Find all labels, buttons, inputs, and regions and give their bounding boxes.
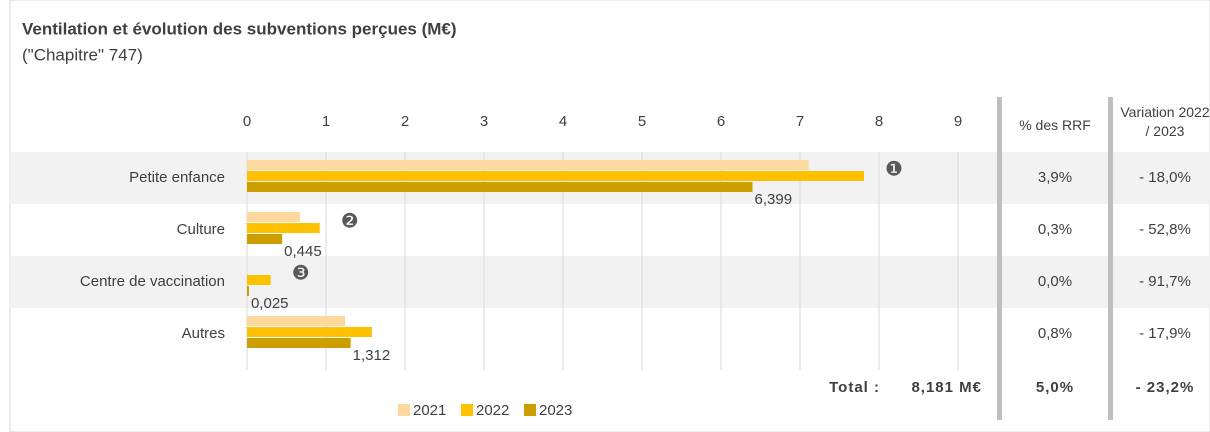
chart-title: Ventilation et évolution des subventions… bbox=[22, 19, 457, 38]
total-cell: - 23,2% bbox=[1136, 379, 1195, 396]
table-cell: 0,3% bbox=[1038, 221, 1072, 238]
legend-swatch bbox=[398, 404, 410, 416]
legend-label: 2021 bbox=[413, 402, 446, 419]
bar bbox=[247, 316, 345, 326]
x-tick-label: 8 bbox=[875, 113, 883, 130]
value-label: 0,445 bbox=[284, 243, 322, 260]
legend-swatch bbox=[461, 404, 473, 416]
x-tick-label: 5 bbox=[638, 113, 646, 130]
bar bbox=[247, 327, 372, 337]
annotation: ❸ bbox=[292, 262, 310, 284]
bar bbox=[247, 275, 271, 285]
column-header: Variation 2022 / 2023 bbox=[1120, 104, 1210, 139]
table-cell: - 52,8% bbox=[1139, 221, 1191, 238]
row-band bbox=[10, 256, 1210, 308]
legend-label: 2023 bbox=[539, 402, 572, 419]
bar bbox=[247, 212, 300, 222]
x-tick-label: 0 bbox=[243, 113, 251, 130]
category-label: Petite enfance bbox=[129, 169, 225, 186]
legend-label: 2022 bbox=[476, 402, 509, 419]
bar bbox=[247, 338, 351, 348]
total-value: 8,181 M€ bbox=[911, 379, 982, 396]
bar bbox=[247, 182, 753, 192]
annotation: ❷ bbox=[341, 210, 359, 232]
bar bbox=[247, 234, 283, 244]
x-tick-label: 3 bbox=[480, 113, 488, 130]
total-cell: 5,0% bbox=[1036, 379, 1074, 396]
legend-swatch bbox=[524, 404, 536, 416]
annotation: ❶ bbox=[885, 158, 903, 180]
chart-subtitle: ("Chapitre" 747) bbox=[22, 45, 143, 64]
category-label: Autres bbox=[182, 325, 225, 342]
total-label: Total : bbox=[829, 379, 880, 396]
x-tick-label: 1 bbox=[322, 113, 330, 130]
table-cell: 0,8% bbox=[1038, 325, 1072, 342]
category-label: Centre de vaccination bbox=[80, 273, 225, 290]
x-tick-label: 6 bbox=[717, 113, 725, 130]
x-tick-label: 4 bbox=[559, 113, 567, 130]
table-cell: - 91,7% bbox=[1139, 273, 1191, 290]
value-label: 1,312 bbox=[353, 347, 391, 364]
frame bbox=[9, 0, 1210, 432]
table-cell: - 17,9% bbox=[1139, 325, 1191, 342]
column-header: % des RRF bbox=[1019, 117, 1091, 133]
x-tick-label: 7 bbox=[796, 113, 804, 130]
bar bbox=[247, 160, 809, 170]
separator bbox=[997, 97, 1002, 420]
table-cell: 3,9% bbox=[1038, 169, 1072, 186]
bar bbox=[247, 223, 320, 233]
table-cell: - 18,0% bbox=[1139, 169, 1191, 186]
category-label: Culture bbox=[177, 221, 225, 238]
bar bbox=[247, 286, 249, 296]
bar bbox=[247, 171, 864, 181]
table-cell: 0,0% bbox=[1038, 273, 1072, 290]
value-label: 0,025 bbox=[251, 295, 289, 312]
separator bbox=[1108, 97, 1113, 420]
value-label: 6,399 bbox=[755, 191, 793, 208]
x-tick-label: 9 bbox=[954, 113, 962, 130]
x-tick-label: 2 bbox=[401, 113, 409, 130]
